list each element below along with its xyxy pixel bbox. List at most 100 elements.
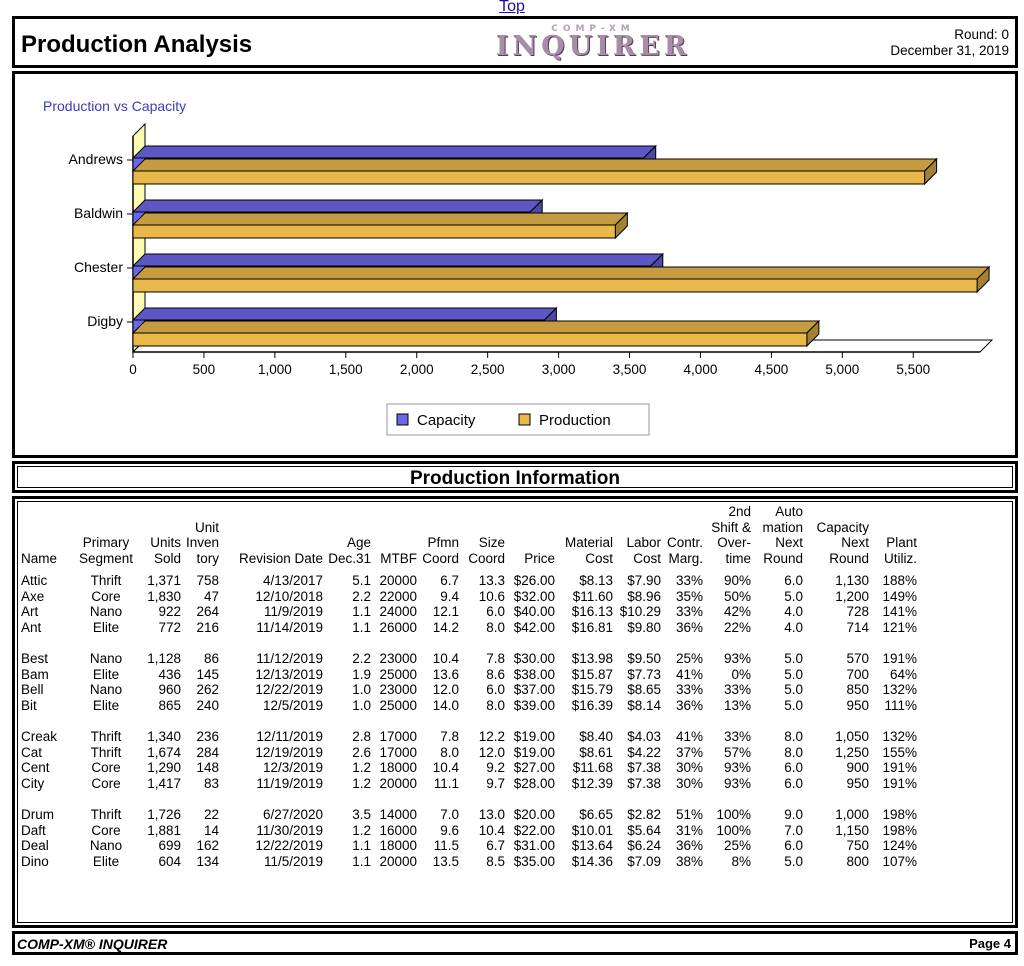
col-material-cost: Material Cost	[564, 535, 613, 566]
table-row: Deal Nano 699 162 12/22/2019 1.1 18000 11.5 6.7 $…	[19, 838, 919, 854]
table-cell: $42.00	[513, 619, 555, 635]
table-cell: 11/5/2019	[263, 853, 323, 869]
table-cell: Daft	[21, 822, 46, 838]
table-cell: 1,340	[147, 729, 181, 744]
table-cell: 132%	[882, 682, 917, 697]
table-cell: 264	[196, 604, 219, 619]
table-cell: City	[21, 775, 45, 791]
table-cell: 191%	[882, 760, 917, 775]
table-cell: 198%	[882, 807, 917, 822]
table-cell: 33%	[675, 573, 703, 588]
table-cell: 20000	[379, 775, 417, 791]
table-cell: 6.7	[486, 838, 505, 853]
table-cell: 93%	[723, 775, 751, 791]
legend-swatch-production	[518, 413, 531, 426]
table-cell: Thrift	[90, 729, 122, 744]
table-cell: 50%	[723, 588, 751, 604]
table-cell: 30%	[675, 760, 703, 775]
table-cell: $15.79	[571, 682, 613, 697]
table-cell: 216	[196, 619, 219, 635]
table-cell: $11.60	[572, 588, 613, 604]
table-cell: 1,128	[147, 651, 181, 666]
legend-swatch-capacity	[396, 413, 409, 426]
bar-capacity-top	[131, 253, 665, 267]
table-cell: Best	[21, 651, 49, 666]
top-link[interactable]: Top	[499, 0, 525, 14]
table-cell: 17000	[379, 729, 417, 744]
table-cell: $16.39	[571, 697, 613, 713]
table-cell: 23000	[379, 682, 417, 697]
table-cell: 1,200	[835, 588, 869, 604]
table-cell: 5.0	[784, 588, 803, 604]
table-cell: 11/9/2019	[263, 604, 323, 619]
table-cell: 100%	[716, 807, 751, 822]
bar-production	[132, 278, 978, 293]
table-cell: 33%	[675, 604, 703, 619]
table-cell: 728	[846, 604, 869, 619]
table-cell: $7.90	[627, 573, 661, 588]
table-cell: Nano	[89, 682, 123, 697]
table-cell: 1.9	[352, 666, 371, 682]
x-tick-label: 3,500	[613, 362, 647, 377]
table-cell: 25000	[379, 666, 417, 682]
category-label: Digby	[87, 313, 123, 329]
table-cell: 41%	[675, 666, 703, 682]
table-cell: 51%	[675, 807, 703, 822]
table-cell: $38.00	[513, 666, 555, 682]
table-cell: 1,150	[835, 822, 869, 838]
table-cell: 12/22/2019	[255, 682, 323, 697]
chart-panel: Production vs Capacity 0 500 1,000 1,500 2,00…	[12, 71, 1018, 458]
table-cell: 12.0	[478, 744, 505, 760]
table-cell: 8%	[731, 853, 751, 869]
col-size: Size Coord	[468, 535, 505, 566]
table-cell: 9.6	[440, 822, 459, 838]
table-cell: $26.00	[513, 573, 555, 588]
table-cell: Elite	[92, 666, 120, 682]
table-cell: 8.0	[784, 744, 803, 760]
table-cell: 8.6	[486, 666, 505, 682]
round-label: Round: 0	[954, 27, 1009, 42]
col-labor-cost: Labor Cost	[626, 535, 661, 566]
table-cell: 191%	[882, 775, 917, 791]
col-age: Age Dec.31	[328, 535, 371, 566]
table-cell: 570	[846, 651, 869, 666]
production-vs-capacity-chart: Production vs Capacity 0 500 1,000 1,500 2,00…	[43, 98, 994, 436]
table-cell: $9.50	[627, 651, 661, 666]
table-cell: 6.7	[440, 573, 459, 588]
col-contr-marg: Contr. Marg.	[666, 535, 703, 566]
table-cell: 9.7	[486, 775, 505, 791]
production-table: Name Primary Segment Units Sold Unit Inven t…	[19, 504, 919, 869]
table-cell: 6.0	[784, 838, 803, 853]
table-cell: 14.0	[432, 697, 459, 713]
table-cell: $8.65	[627, 682, 661, 697]
table-cell: 262	[196, 682, 219, 697]
table-cell: Core	[91, 775, 121, 791]
x-tick-label: 0	[129, 362, 137, 377]
table-cell: $11.68	[572, 760, 613, 775]
table-row: Cat Thrift 1,674 284 12/19/2019 2.6 17000 8.0 12…	[19, 745, 919, 761]
table-cell: 198%	[882, 822, 917, 838]
table-row: Dino Elite 604 134 11/5/2019 1.1 20000 13.5 8.5 $…	[19, 854, 919, 870]
table-cell: 36%	[675, 619, 703, 635]
table-cell: 9.0	[784, 807, 803, 822]
table-cell: 13.0	[478, 807, 505, 822]
table-cell: 1,050	[835, 729, 869, 744]
table-row: Art Nano 922 264 11/9/2019 1.1 24000 12.1 6.0 $40…	[19, 604, 919, 620]
table-cell: 6.0	[784, 573, 803, 588]
table-cell: 1.2	[352, 822, 371, 838]
table-cell: 12/13/2019	[255, 666, 323, 682]
table-cell: 38%	[675, 853, 703, 869]
col-name: Name	[21, 550, 58, 566]
table-cell: 1,250	[835, 744, 869, 760]
table-cell: Elite	[92, 853, 120, 869]
table-cell: $4.22	[627, 744, 661, 760]
col-units-sold: Units Sold	[150, 535, 181, 566]
report-header: Production Analysis COMP-XM INQUIRER Rou…	[12, 16, 1018, 68]
table-cell: 86	[203, 651, 219, 666]
table-cell: 6.0	[784, 760, 803, 775]
bar-production-top	[131, 158, 938, 172]
table-cell: $40.00	[513, 604, 555, 619]
table-row: Attic Thrift 1,371 758 4/13/2017 5.1 20000 6.7 1…	[19, 566, 919, 589]
table-cell: $13.98	[571, 651, 613, 666]
table-cell: 8.0	[784, 729, 803, 744]
